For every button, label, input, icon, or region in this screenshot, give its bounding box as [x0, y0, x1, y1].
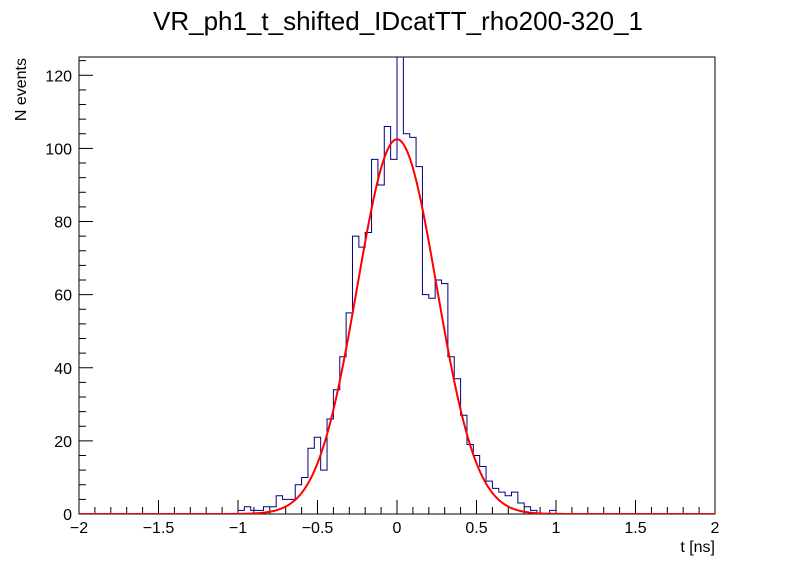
chart-title: VR_ph1_t_shifted_IDcatTT_rho200-320_1: [153, 6, 643, 36]
y-tick-label: 40: [54, 361, 72, 378]
x-axis-label: t [ns]: [680, 539, 715, 556]
gaussian-fit-line: [79, 138, 715, 514]
y-tick-label: 0: [63, 507, 72, 524]
y-tick-label: 20: [54, 434, 72, 451]
x-tick-label: −0.5: [302, 520, 334, 537]
x-tick-label: 0.5: [465, 520, 487, 537]
x-tick-label: 0: [393, 520, 402, 537]
y-axis-label: N events: [13, 58, 30, 121]
x-tick-label: −1: [229, 520, 247, 537]
x-tick-label: 1.5: [624, 520, 646, 537]
x-tick-label: 2: [711, 520, 720, 537]
x-tick-label: −1.5: [143, 520, 175, 537]
histogram-step-line: [79, 57, 715, 514]
y-tick-label: 100: [45, 141, 72, 158]
y-tick-label: 60: [54, 288, 72, 305]
x-axis: −2 −1.5 −1 −0.5 0 0.5 1 1.5 2: [70, 500, 720, 537]
series-layer: [79, 57, 715, 514]
y-tick-label: 120: [45, 68, 72, 85]
y-axis: 0 20 40 60 80 100 120: [45, 60, 93, 524]
x-tick-label: 1: [552, 520, 561, 537]
x-tick-label: −2: [70, 520, 88, 537]
y-tick-label: 80: [54, 215, 72, 232]
